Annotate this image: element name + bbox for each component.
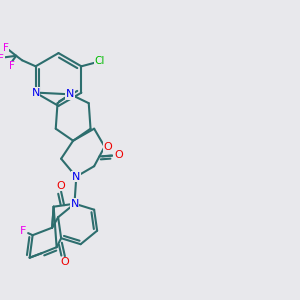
Text: O: O (114, 150, 123, 160)
Text: N: N (66, 89, 74, 99)
Text: F: F (20, 226, 26, 236)
Text: F: F (3, 43, 9, 53)
Text: F: F (0, 54, 4, 64)
Text: N: N (70, 199, 79, 209)
Text: O: O (61, 257, 69, 267)
Text: F: F (9, 61, 15, 71)
Text: O: O (57, 181, 65, 191)
Text: N: N (32, 88, 40, 98)
Text: Cl: Cl (94, 56, 105, 66)
Text: O: O (104, 142, 112, 152)
Text: N: N (72, 172, 80, 182)
